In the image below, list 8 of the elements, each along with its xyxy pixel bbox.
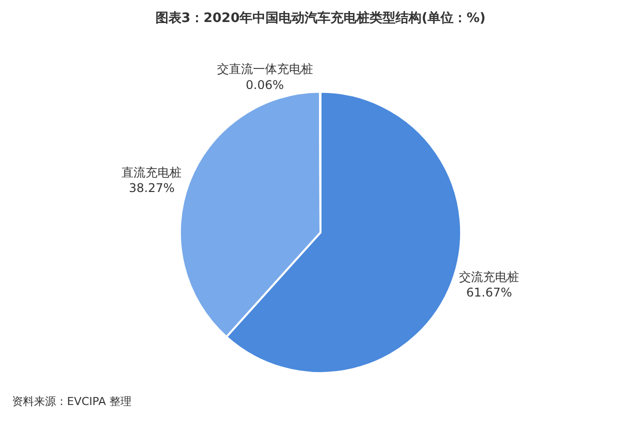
data-label: 0.06% <box>246 78 284 92</box>
slice-label: 交直流一体充电桩 <box>216 62 313 76</box>
data-label: 61.67% <box>466 286 512 300</box>
slice-label: 直流充电桩 <box>122 166 182 180</box>
slice-label: 交流充电桩 <box>459 270 520 284</box>
chart-title: 图表3：2020年中国电动汽车充电桩类型结构(单位：%) <box>155 10 486 26</box>
text: 资料来源：EVCIPA 整理 <box>12 395 132 408</box>
data-label: 38.27% <box>128 181 175 196</box>
